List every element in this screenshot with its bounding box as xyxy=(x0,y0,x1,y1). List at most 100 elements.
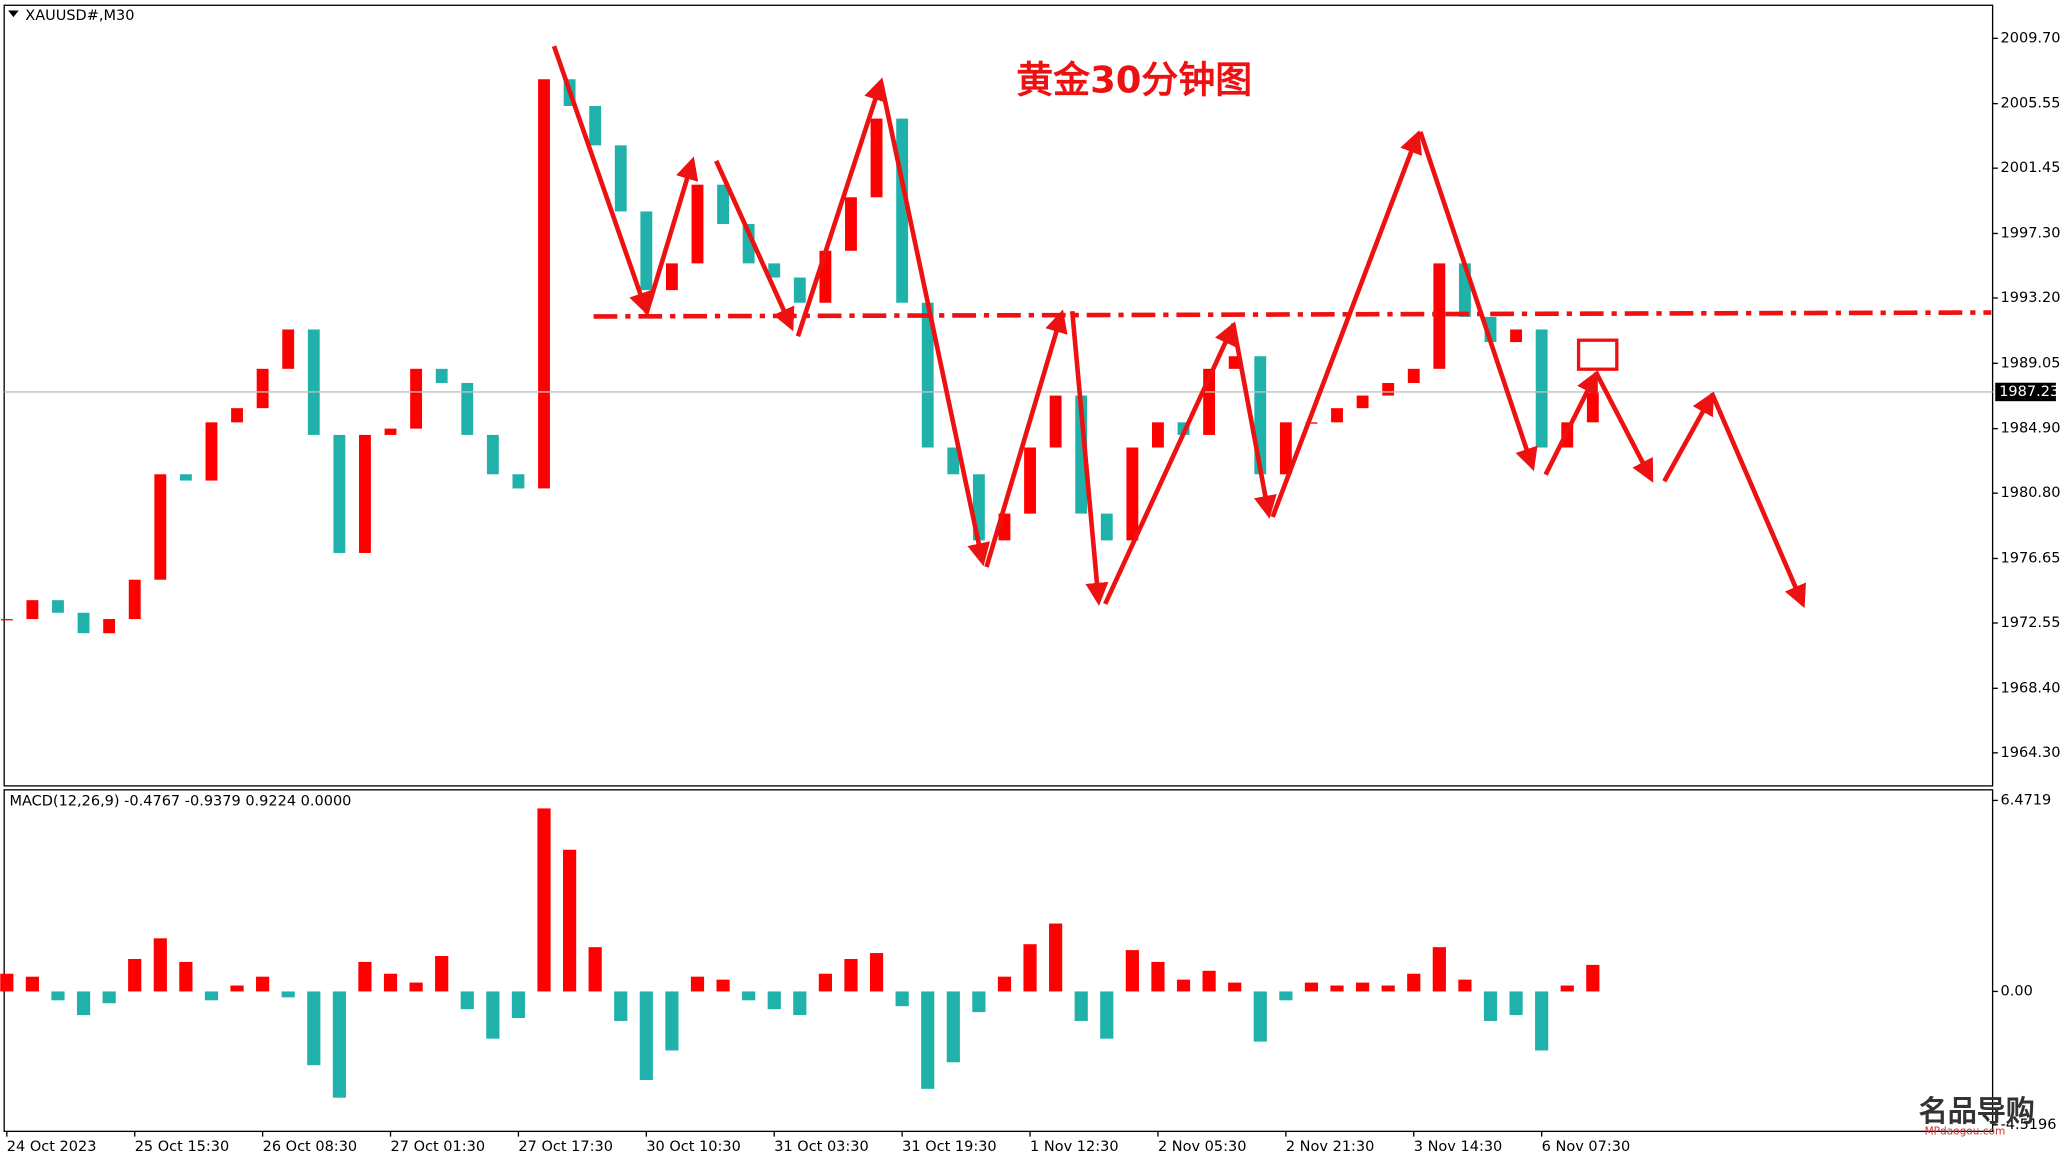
candle xyxy=(845,197,857,251)
macd-bar xyxy=(742,991,756,1001)
macd-panel xyxy=(3,789,1994,1133)
candle xyxy=(1535,329,1548,448)
candle xyxy=(26,600,39,620)
macd-bar xyxy=(102,991,116,1004)
candle xyxy=(870,118,883,198)
candle xyxy=(947,447,960,475)
candle xyxy=(435,368,448,383)
macd-bar xyxy=(358,961,372,992)
y-tick-label: 1993.20 xyxy=(2001,290,2061,306)
macd-bar xyxy=(1279,991,1293,1001)
arrow xyxy=(1230,322,1277,519)
macd-bar xyxy=(281,991,295,998)
candle xyxy=(640,211,653,291)
candle xyxy=(921,302,934,448)
macd-bar xyxy=(409,982,423,992)
arrow xyxy=(1103,321,1236,605)
y-tick-label: 2009.70 xyxy=(2001,30,2061,46)
candle xyxy=(1152,422,1164,448)
watermark-logo: 名品导购 xyxy=(1919,1094,2035,1128)
macd-bar xyxy=(869,953,884,992)
current-price-box xyxy=(1995,382,2056,402)
x-tick-label: 31 Oct 03:30 xyxy=(774,1139,869,1155)
y-tick-label: 1968.40 xyxy=(2001,680,2061,696)
macd-bar xyxy=(1176,979,1191,992)
candle xyxy=(384,428,397,435)
macd-bar xyxy=(1023,944,1037,992)
candle xyxy=(461,382,474,435)
candle xyxy=(333,434,346,553)
macd-bar xyxy=(51,991,65,1001)
candle xyxy=(282,329,295,369)
y-tick-label: -4.5196 xyxy=(2001,1117,2057,1133)
y-tick-label: 1972.55 xyxy=(2001,615,2061,631)
candle xyxy=(1049,395,1062,448)
macd-title: MACD(12,26,9) -0.4767 -0.9379 0.9224 0.0… xyxy=(9,794,351,810)
arrow xyxy=(1069,310,1109,606)
macd-bar xyxy=(946,991,960,1063)
arrow xyxy=(878,81,991,567)
arrow xyxy=(984,309,1068,568)
macd-bar xyxy=(1228,982,1242,992)
x-tick-label: 27 Oct 01:30 xyxy=(391,1139,486,1155)
arrow xyxy=(1709,392,1807,609)
x-tick-label: 2 Nov 21:30 xyxy=(1286,1139,1375,1155)
candle xyxy=(1075,395,1088,514)
macd-bar xyxy=(1407,973,1421,992)
resistance-line xyxy=(593,310,1992,319)
arrows xyxy=(551,45,1807,609)
macd-bar xyxy=(1586,964,1600,992)
candle xyxy=(128,579,141,620)
macd-bar xyxy=(460,991,474,1010)
menu-icon[interactable] xyxy=(8,10,19,18)
x-tick-label: 31 Oct 19:30 xyxy=(902,1139,997,1155)
candle xyxy=(77,612,90,634)
macd-bar xyxy=(1202,970,1216,992)
y-tick-label: 2001.45 xyxy=(2001,160,2061,176)
macd-bar xyxy=(1074,991,1088,1021)
candle xyxy=(1484,316,1497,343)
candle xyxy=(1407,368,1420,383)
x-tick-label: 24 Oct 2023 xyxy=(7,1139,97,1155)
candle xyxy=(359,434,371,553)
macd-bar xyxy=(511,991,526,1019)
x-tick-label: 3 Nov 14:30 xyxy=(1414,1139,1503,1155)
candle xyxy=(205,422,218,481)
x-tick-label: 6 Nov 07:30 xyxy=(1542,1139,1631,1155)
macd-bar xyxy=(76,991,91,1016)
x-tick-label: 2 Nov 05:30 xyxy=(1158,1139,1247,1155)
candle xyxy=(256,368,269,409)
candle xyxy=(1254,356,1267,475)
arrow xyxy=(1593,370,1654,483)
arrow xyxy=(1543,370,1598,476)
candle xyxy=(538,79,550,489)
candle xyxy=(972,474,985,541)
candle xyxy=(307,329,320,435)
arrow xyxy=(795,77,887,337)
macd-bar xyxy=(844,958,858,992)
x-tick-label: 26 Oct 08:30 xyxy=(263,1139,358,1155)
arrow xyxy=(1662,391,1714,483)
candle xyxy=(896,118,909,303)
candle xyxy=(614,145,627,212)
macd-bar xyxy=(972,991,986,1013)
macd-bar xyxy=(1100,991,1114,1039)
macd-bar xyxy=(383,973,398,992)
x-tick-label: 1 Nov 12:30 xyxy=(1030,1139,1119,1155)
candle xyxy=(589,105,602,146)
y-tick-label: 6.4719 xyxy=(2001,792,2052,808)
macd-bar xyxy=(128,958,142,992)
macd-bar xyxy=(665,991,679,1051)
macd-bar xyxy=(1560,985,1574,992)
x-tick-label: 27 Oct 17:30 xyxy=(518,1139,613,1155)
candle xyxy=(486,434,499,475)
macd-bar xyxy=(1125,950,1139,992)
candle xyxy=(742,224,755,264)
candle xyxy=(231,408,243,423)
y-tick-label: 1964.30 xyxy=(2001,745,2061,761)
watermark-url: MPdaogou.com xyxy=(1925,1125,2006,1137)
y-tick-label: 1976.65 xyxy=(2001,550,2061,566)
main-panel xyxy=(3,4,1994,787)
candle xyxy=(410,368,423,429)
macd-bar xyxy=(1535,991,1549,1051)
